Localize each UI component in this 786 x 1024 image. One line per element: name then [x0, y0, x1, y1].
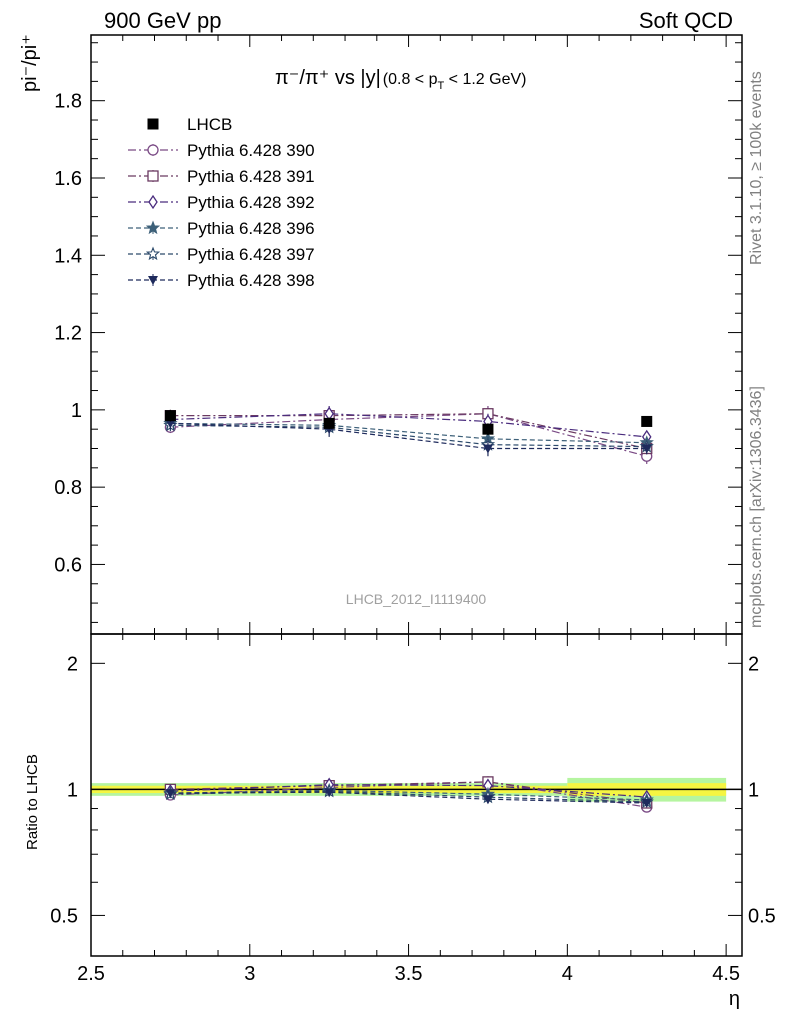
- legend-entry-2: Pythia 6.428 391: [128, 167, 315, 186]
- ratio-tick-label-left: 1: [67, 779, 78, 801]
- y-tick-label: 0.6: [54, 554, 82, 576]
- series-1: [164, 405, 653, 813]
- mcplots-label: mcplots.cern.ch [arXiv:1306.3436]: [748, 386, 765, 628]
- legend-entry-data: LHCB: [147, 115, 232, 134]
- series-4: [163, 415, 654, 807]
- legend-label: Pythia 6.428 391: [187, 167, 315, 186]
- y-tick-label: 1: [71, 400, 82, 422]
- series-point: [482, 444, 493, 454]
- data-point: [482, 423, 494, 435]
- series-ratio-point: [165, 789, 176, 799]
- ratio-tick-label-right: 2: [748, 653, 759, 675]
- data-point: [323, 417, 335, 429]
- legend-label: Pythia 6.428 397: [187, 245, 315, 264]
- legend-entry-3: Pythia 6.428 392: [128, 193, 315, 212]
- series-ratio-point: [324, 788, 335, 798]
- chart-title-cut-sub: T: [437, 80, 444, 92]
- x-tick-label: 2.5: [77, 963, 105, 985]
- x-tick-label: 3.5: [395, 963, 423, 985]
- data-point: [641, 415, 653, 427]
- series-layer: [163, 405, 654, 813]
- legend-label: LHCB: [187, 115, 232, 134]
- legend-label: Pythia 6.428 390: [187, 141, 315, 160]
- ratio-tick-label-left: 0.5: [50, 905, 78, 927]
- series-point: [641, 444, 652, 454]
- legend: LHCB Pythia 6.428 390 Pythia 6.428 391 Pyth…: [128, 115, 315, 290]
- ratio-panel-frame: [90, 633, 743, 957]
- legend-entry-5: Pythia 6.428 397: [128, 245, 315, 264]
- legend-label: Pythia 6.428 392: [187, 193, 315, 212]
- chart-title-cut: (0.8 < p: [383, 71, 438, 88]
- y-axis-label-main: pi⁻/pi⁺: [19, 34, 41, 92]
- series-line: [170, 413, 647, 457]
- legend-marker: [148, 276, 158, 285]
- y-axis-label-ratio: Ratio to LHCB: [24, 754, 41, 850]
- legend-entry-1: Pythia 6.428 390: [128, 141, 315, 160]
- y-tick-label: 0.8: [54, 477, 82, 499]
- legend-entry-6: Pythia 6.428 398: [128, 271, 315, 290]
- y-tick-label: 1.4: [54, 245, 82, 267]
- series-point: [165, 419, 176, 429]
- series-ratio-point: [641, 798, 652, 808]
- series-6: [165, 417, 652, 808]
- legend-label: Pythia 6.428 398: [187, 271, 315, 290]
- process-label: Soft QCD: [639, 8, 733, 33]
- legend-entry-4: Pythia 6.428 396: [128, 219, 315, 238]
- energy-label: 900 GeV pp: [104, 8, 221, 33]
- x-axis-label: η: [729, 988, 740, 1010]
- series-line: [170, 422, 647, 450]
- x-tick-label: 3: [244, 963, 255, 985]
- x-tick-label: 4: [562, 963, 573, 985]
- data-series: [164, 409, 653, 435]
- chart-title: π⁻/π⁺ vs |y| (0.8 < pT < 1.2 GeV): [275, 67, 526, 92]
- legend-marker: [147, 118, 159, 130]
- series-5: [163, 417, 654, 809]
- series-line: [170, 413, 647, 450]
- series-ratio-point: [482, 795, 493, 805]
- ratio-tick-label-right: 0.5: [748, 905, 776, 927]
- legend-marker: [147, 144, 159, 156]
- legend-marker: [145, 246, 161, 261]
- legend-marker: [147, 170, 159, 182]
- legend-marker: [145, 220, 161, 235]
- x-tick-label: 4.5: [712, 963, 740, 985]
- legend-marker: [148, 194, 158, 210]
- axis-ticks: 2.5 3 3.5 4 4.5 0.6 0.8 1 1.2 1.4 1.6 1.8 0.5 0.5 1 1 2 2: [50, 35, 776, 985]
- analysis-watermark: LHCB_2012_I1119400: [346, 591, 487, 607]
- y-tick-label: 1.6: [54, 168, 82, 190]
- ratio-tick-label-left: 2: [67, 653, 78, 675]
- chart-title-main: π⁻/π⁺ vs |y|: [275, 67, 381, 89]
- legend-label: Pythia 6.428 396: [187, 219, 315, 238]
- rivet-label: Rivet 3.1.10, ≥ 100k events: [748, 71, 765, 265]
- data-point: [164, 410, 176, 422]
- series-2: [164, 407, 653, 809]
- y-tick-label: 1.2: [54, 323, 82, 345]
- ratio-tick-label-right: 1: [748, 779, 759, 801]
- y-tick-label: 1.8: [54, 91, 82, 113]
- chart-title-cut-end: < 1.2 GeV): [444, 71, 526, 88]
- series-line: [170, 424, 647, 448]
